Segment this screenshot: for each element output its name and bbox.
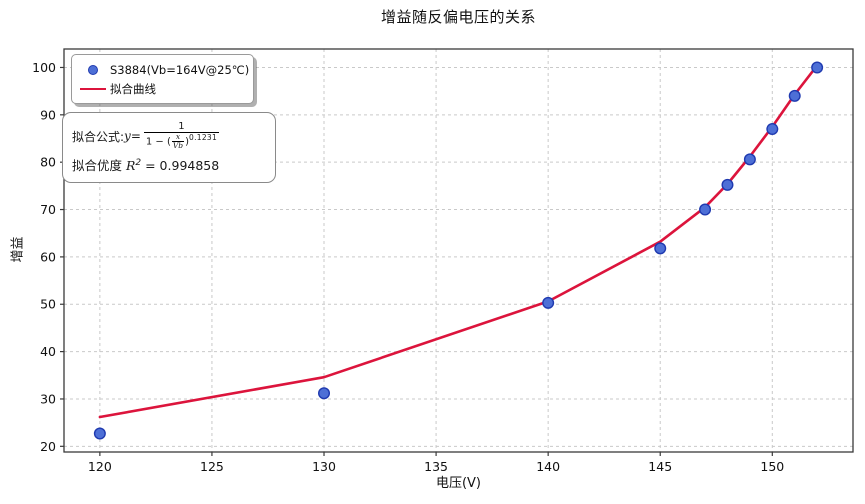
x-tick-label: 145 [648,459,672,474]
fit-goodness: 拟合优度 R2 = 0.994858 [72,155,266,174]
y-tick-label: 70 [40,202,56,217]
y-tick-label: 90 [40,107,56,122]
x-tick-label: 140 [536,459,560,474]
y-tick-label: 20 [40,439,56,454]
goodness-value: = 0.994858 [141,158,220,173]
data-point [699,203,712,216]
legend-row-fit: 拟合曲线 [80,79,245,98]
data-point [721,178,734,191]
x-tick-label: 130 [312,459,336,474]
formula-equals: = [130,129,141,143]
x-tick-label: 150 [760,459,784,474]
data-point [542,296,555,309]
data-point [766,123,779,136]
data-point [788,89,801,102]
x-axis-label: 电压(V) [435,476,482,491]
formula-fraction: 1 1 − (x Vb)0.1231 [143,121,220,151]
data-point [743,153,756,166]
x-tick-label: 120 [88,459,112,474]
x-tick-label: 125 [200,459,224,474]
fit-annotation: 拟合公式: y = 1 1 − (x Vb)0.1231 拟合优度 R2 = 0.… [62,112,276,183]
fraction-denominator: 1 − (x Vb)0.1231 [145,132,218,151]
formula-prefix: 拟合公式: [72,129,125,144]
y-tick-label: 40 [40,344,56,359]
fit-curve [98,64,819,419]
data-point [654,242,667,255]
axes-spines [63,48,854,453]
data-point [318,387,331,400]
data-point [811,61,824,74]
y-tick-label: 60 [40,249,56,264]
y-axis-label: 增益 [10,236,26,263]
y-tick-label: 50 [40,297,56,312]
y-tick-label: 80 [40,155,56,170]
fraction-numerator: 1 [143,121,220,134]
scatter-marker-icon [88,64,98,75]
legend-series2-label: 拟合曲线 [110,81,156,96]
legend-series1-label: S3884(Vb=164V@25℃) [110,62,250,77]
x-tick-label: 135 [424,459,448,474]
formula-lhs: y [124,129,131,143]
chart-title: 增益随反偏电压的关系 [380,8,536,26]
goodness-prefix: 拟合优度 [72,158,126,173]
legend-row-data: S3884(Vb=164V@25℃) [80,60,249,79]
data-point [93,427,106,440]
fit-line-icon [80,87,106,90]
y-tick-label: 30 [40,391,56,406]
fit-exponent: 0.1231 [189,133,218,143]
fit-formula: 拟合公式: y = 1 1 − (x Vb)0.1231 [72,120,266,152]
y-tick-label: 100 [32,60,56,75]
r-superscript: 2 [135,157,142,168]
r-symbol: R [125,158,136,173]
legend: S3884(Vb=164V@25℃) 拟合曲线 [71,54,254,104]
